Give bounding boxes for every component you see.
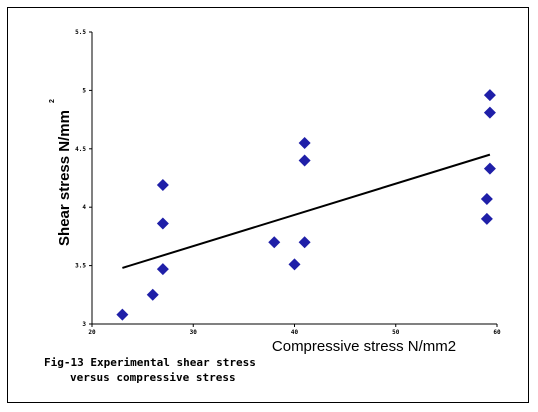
- x-tick-label: 20: [88, 329, 96, 336]
- y-tick-label: 4.5: [75, 146, 86, 153]
- x-tick-label: 40: [291, 329, 299, 336]
- x-axis-label: Compressive stress N/mm2: [272, 338, 456, 355]
- y-tick-label: 4: [82, 204, 86, 211]
- data-point: [483, 89, 496, 102]
- data-point: [298, 154, 311, 167]
- y-tick-label: 5.5: [75, 29, 86, 36]
- data-point: [480, 193, 493, 206]
- y-tick-label: 5: [82, 87, 86, 94]
- figure-caption-line-2: versus compressive stress: [70, 371, 236, 384]
- data-point: [288, 258, 301, 271]
- y-axis-label: Shear stress N/mm: [56, 110, 73, 246]
- data-point: [116, 308, 129, 321]
- data-point: [480, 212, 493, 225]
- data-point: [298, 136, 311, 149]
- data-point: [268, 236, 281, 249]
- x-tick-label: 50: [392, 329, 400, 336]
- data-point: [156, 179, 169, 192]
- data-point: [146, 288, 159, 301]
- data-point: [156, 217, 169, 230]
- y-tick-label: 3.5: [75, 263, 86, 270]
- x-tick-label: 60: [493, 329, 501, 336]
- data-point: [483, 106, 496, 119]
- scatter-chart: 3 3.5 4 4.5 5 5.5 20 30 40 50 60 Shear stress N/mm 2…: [49, 29, 501, 355]
- figure-caption-line-1: Fig-13 Experimental shear stress: [44, 356, 256, 369]
- trendline: [122, 153, 491, 269]
- figure-frame: 3 3.5 4 4.5 5 5.5 20 30 40 50 60 Shear stress N/mm 2…: [7, 7, 529, 403]
- data-point: [483, 162, 496, 175]
- x-tick-label: 30: [190, 329, 198, 336]
- data-point: [298, 236, 311, 249]
- y-tick-label: 3: [82, 321, 86, 328]
- y-axis-label-superscript: 2: [49, 99, 56, 103]
- data-point: [156, 263, 169, 276]
